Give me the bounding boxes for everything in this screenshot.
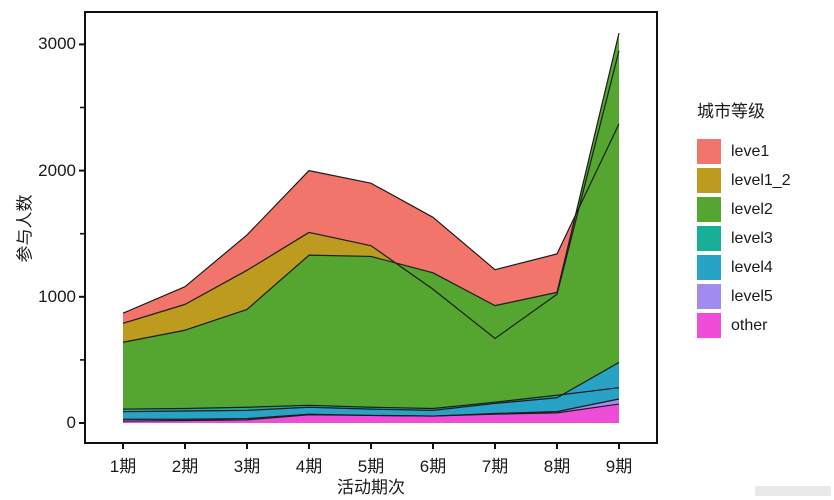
legend-swatch-level1_2 xyxy=(697,168,721,193)
legend-item-level3: level3 xyxy=(697,226,791,251)
x-tick-label: 7期 xyxy=(481,457,509,476)
area-level2 xyxy=(123,33,619,424)
legend-swatch-level3 xyxy=(697,226,721,251)
legend-item-level4: level4 xyxy=(697,255,791,280)
legend-item-level2: level2 xyxy=(697,197,791,222)
legend-item-level1_2: level1_2 xyxy=(697,168,791,193)
x-tick-label: 6期 xyxy=(419,457,447,476)
legend-title: 城市等级 xyxy=(697,102,765,121)
y-tick-label: 1000 xyxy=(38,286,76,306)
legend-item-other: other xyxy=(697,313,791,338)
legend-item-level5: level5 xyxy=(697,284,791,309)
x-tick-label: 3期 xyxy=(233,457,261,476)
x-tick-label: 2期 xyxy=(171,457,199,476)
area-other xyxy=(123,404,619,423)
legend-swatch-level5 xyxy=(697,284,721,309)
value-line-level4 xyxy=(122,361,620,413)
x-tick-label: 4期 xyxy=(295,457,323,476)
legend-swatch-level2 xyxy=(697,197,721,222)
legend-label: leve1 xyxy=(731,142,770,160)
x-axis-title: 活动期次 xyxy=(337,478,405,497)
legend-label: level2 xyxy=(731,200,773,218)
x-tick-label: 1期 xyxy=(109,457,137,476)
legend-label: level3 xyxy=(731,229,773,247)
y-tick-label: 3000 xyxy=(38,34,76,54)
value-line-level2 xyxy=(122,32,620,343)
x-tick-label: 8期 xyxy=(543,457,571,476)
y-axis-title: 参与人数 xyxy=(15,194,35,263)
legend-label: level1_2 xyxy=(731,171,791,189)
legend-items: leve1 level1_2 level2 level3 level4 level5 oth… xyxy=(697,139,791,338)
y-tick-label: 0 xyxy=(66,413,76,432)
legend-swatch-other xyxy=(697,313,721,338)
watermark xyxy=(755,486,831,496)
x-tick-label: 5期 xyxy=(357,457,385,476)
legend-item-leve1: leve1 xyxy=(697,139,791,164)
area-level4 xyxy=(123,362,619,423)
legend-label: other xyxy=(731,316,768,334)
legend: 城市等级 leve1 level1_2 level2 level3 level4 leve… xyxy=(697,97,791,342)
legend-swatch-leve1 xyxy=(697,139,721,164)
value-line-leve1 xyxy=(122,123,620,314)
legend-label: level5 xyxy=(731,287,773,305)
value-line-level3 xyxy=(122,387,620,410)
x-tick-label: 9期 xyxy=(605,457,633,476)
legend-label: level4 xyxy=(731,258,773,276)
y-tick-label: 2000 xyxy=(38,160,76,180)
legend-swatch-level4 xyxy=(697,255,721,280)
value-line-other xyxy=(122,403,620,422)
value-line-level1_2 xyxy=(122,50,620,340)
